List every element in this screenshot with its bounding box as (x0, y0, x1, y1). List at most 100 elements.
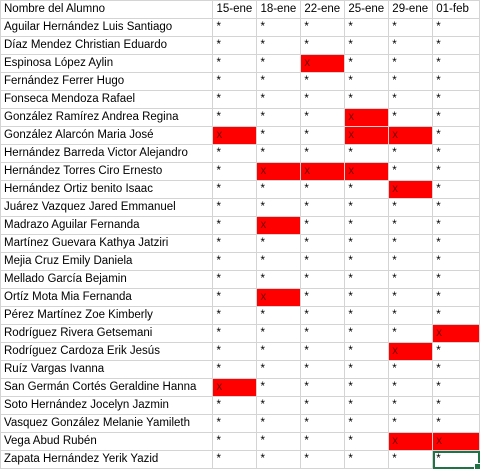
attendance-cell[interactable]: * (432, 450, 480, 469)
attendance-cell[interactable]: * (256, 72, 302, 91)
attendance-cell[interactable]: * (388, 324, 434, 343)
attendance-cell[interactable]: * (212, 18, 258, 37)
student-name-cell[interactable]: Mellado García Bejamin (0, 270, 214, 289)
attendance-cell[interactable]: * (388, 54, 434, 73)
student-name-cell[interactable]: Soto Hernández Jocelyn Jazmin (0, 396, 214, 415)
attendance-cell[interactable]: * (256, 54, 302, 73)
attendance-cell-absent[interactable]: x (344, 162, 390, 181)
attendance-cell[interactable]: * (432, 108, 480, 127)
attendance-cell[interactable]: * (344, 198, 390, 217)
attendance-cell-absent[interactable]: x (388, 126, 434, 145)
student-name-cell[interactable]: Vasquez González Melanie Yamileth (0, 414, 214, 433)
attendance-cell[interactable]: * (432, 90, 480, 109)
attendance-cell-absent[interactable]: x (256, 288, 302, 307)
attendance-cell[interactable]: * (432, 144, 480, 163)
attendance-cell[interactable]: * (388, 90, 434, 109)
attendance-cell[interactable]: * (344, 90, 390, 109)
attendance-cell[interactable]: * (300, 144, 346, 163)
attendance-cell[interactable]: * (212, 234, 258, 253)
student-name-cell[interactable]: Hernández Barreda Victor Alejandro (0, 144, 214, 163)
attendance-cell[interactable]: * (212, 360, 258, 379)
attendance-cell-absent[interactable]: x (256, 162, 302, 181)
attendance-cell[interactable]: * (300, 108, 346, 127)
attendance-cell[interactable]: * (344, 252, 390, 271)
attendance-cell[interactable]: * (432, 378, 480, 397)
student-name-cell[interactable]: Espinosa López Aylin (0, 54, 214, 73)
attendance-cell[interactable]: * (432, 18, 480, 37)
attendance-cell[interactable]: * (388, 288, 434, 307)
attendance-cell-absent[interactable]: x (388, 342, 434, 361)
attendance-cell[interactable]: * (432, 288, 480, 307)
attendance-cell[interactable]: * (344, 234, 390, 253)
attendance-cell[interactable]: * (256, 342, 302, 361)
attendance-cell[interactable]: * (212, 342, 258, 361)
attendance-cell[interactable]: * (300, 18, 346, 37)
attendance-cell[interactable]: * (388, 306, 434, 325)
attendance-cell[interactable]: * (344, 270, 390, 289)
header-cell-date[interactable]: 25-ene (344, 0, 390, 19)
attendance-cell[interactable]: * (256, 234, 302, 253)
attendance-cell[interactable]: * (212, 252, 258, 271)
attendance-cell[interactable]: * (432, 162, 480, 181)
student-name-cell[interactable]: Mejia Cruz Emily Daniela (0, 252, 214, 271)
attendance-cell[interactable]: * (388, 36, 434, 55)
attendance-cell[interactable]: * (256, 270, 302, 289)
attendance-cell[interactable]: * (432, 36, 480, 55)
attendance-cell[interactable]: * (256, 180, 302, 199)
attendance-cell[interactable]: * (432, 126, 480, 145)
attendance-cell[interactable]: * (432, 414, 480, 433)
attendance-cell[interactable]: * (300, 432, 346, 451)
attendance-cell[interactable]: * (344, 288, 390, 307)
attendance-cell[interactable]: * (212, 162, 258, 181)
attendance-cell[interactable]: * (388, 450, 434, 469)
attendance-cell[interactable]: * (300, 198, 346, 217)
attendance-cell[interactable]: * (300, 72, 346, 91)
student-name-cell[interactable]: González Ramírez Andrea Regina (0, 108, 214, 127)
attendance-cell[interactable]: * (300, 306, 346, 325)
attendance-cell[interactable]: * (388, 252, 434, 271)
attendance-cell[interactable]: * (212, 72, 258, 91)
attendance-cell[interactable]: * (432, 234, 480, 253)
attendance-cell[interactable]: * (344, 54, 390, 73)
attendance-cell[interactable]: * (344, 378, 390, 397)
attendance-cell[interactable]: * (300, 252, 346, 271)
attendance-cell[interactable]: * (256, 18, 302, 37)
attendance-cell[interactable]: * (300, 270, 346, 289)
attendance-cell[interactable]: * (388, 234, 434, 253)
attendance-cell[interactable]: * (432, 216, 480, 235)
attendance-cell[interactable]: * (256, 450, 302, 469)
attendance-cell[interactable]: * (300, 180, 346, 199)
attendance-cell-absent[interactable]: x (388, 432, 434, 451)
student-name-cell[interactable]: Díaz Mendez Christian Eduardo (0, 36, 214, 55)
attendance-cell[interactable]: * (256, 252, 302, 271)
attendance-cell[interactable]: * (256, 324, 302, 343)
attendance-cell[interactable]: * (344, 342, 390, 361)
attendance-cell[interactable]: * (256, 144, 302, 163)
attendance-cell[interactable]: * (212, 270, 258, 289)
attendance-cell[interactable]: * (300, 234, 346, 253)
attendance-cell-absent[interactable]: x (432, 432, 480, 451)
student-name-cell[interactable]: Hernández Torres Ciro Ernesto (0, 162, 214, 181)
attendance-cell[interactable]: * (256, 414, 302, 433)
student-name-cell[interactable]: Pérez Martínez Zoe Kimberly (0, 306, 214, 325)
attendance-cell-absent[interactable]: x (256, 216, 302, 235)
attendance-cell[interactable]: * (212, 414, 258, 433)
attendance-cell[interactable]: * (212, 432, 258, 451)
attendance-cell[interactable]: * (256, 126, 302, 145)
attendance-cell[interactable]: * (256, 360, 302, 379)
attendance-cell[interactable]: * (300, 36, 346, 55)
header-cell-date[interactable]: 22-ene (300, 0, 346, 19)
student-name-cell[interactable]: San Germán Cortés Geraldine Hanna (0, 378, 214, 397)
attendance-cell[interactable]: * (256, 306, 302, 325)
attendance-cell[interactable]: * (300, 414, 346, 433)
attendance-cell[interactable]: * (344, 360, 390, 379)
attendance-cell[interactable]: * (388, 108, 434, 127)
attendance-cell[interactable]: * (212, 216, 258, 235)
attendance-cell[interactable]: * (212, 180, 258, 199)
attendance-cell[interactable]: * (388, 414, 434, 433)
attendance-cell[interactable]: * (300, 360, 346, 379)
header-cell-date[interactable]: 01-feb (432, 0, 480, 19)
header-cell-date[interactable]: 15-ene (212, 0, 258, 19)
student-name-cell[interactable]: González Alarcón Maria José (0, 126, 214, 145)
attendance-cell-absent[interactable]: x (212, 378, 258, 397)
